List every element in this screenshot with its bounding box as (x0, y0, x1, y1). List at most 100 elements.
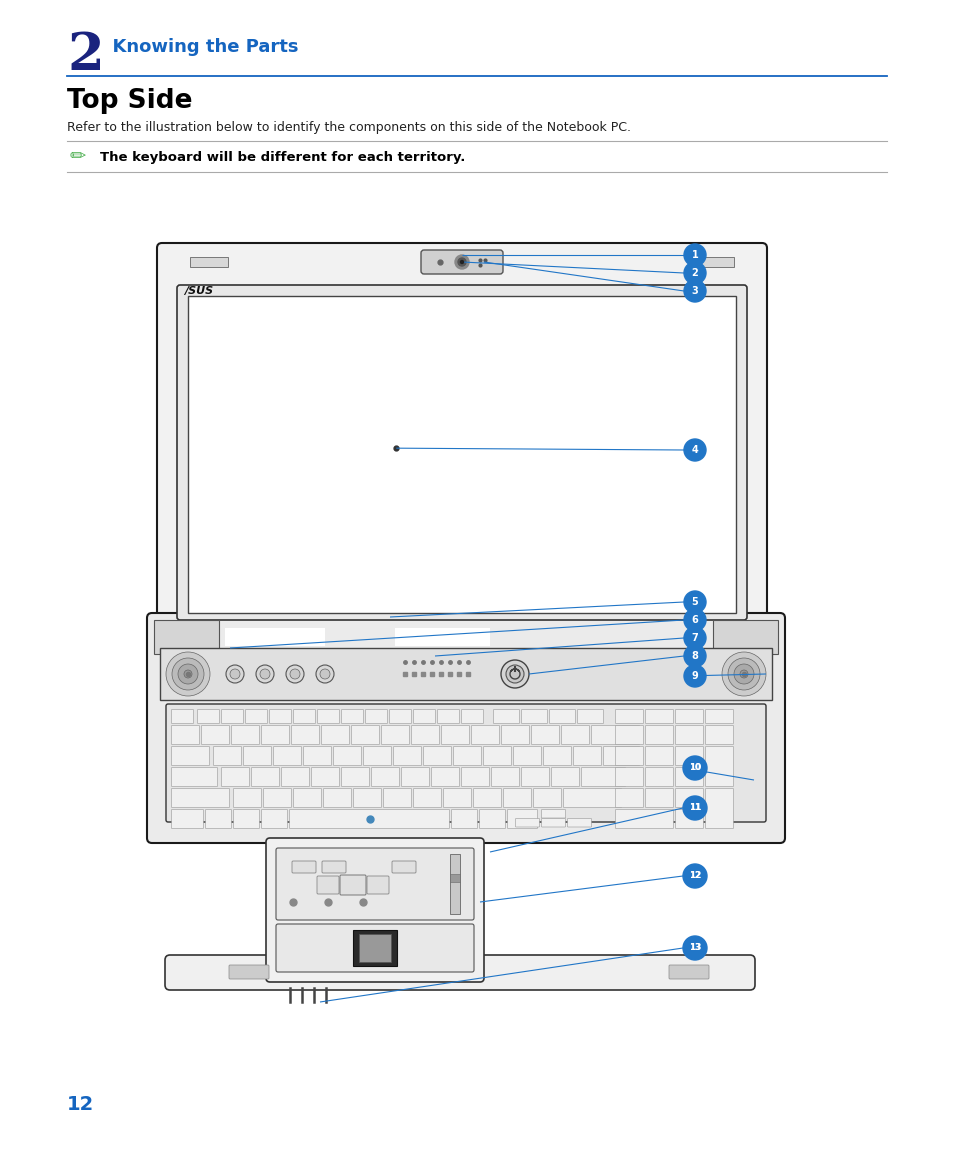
Circle shape (319, 669, 330, 679)
FancyBboxPatch shape (294, 709, 315, 723)
Circle shape (682, 796, 706, 820)
FancyBboxPatch shape (645, 746, 673, 766)
FancyBboxPatch shape (232, 725, 259, 745)
Bar (395, 628, 490, 646)
Text: 2: 2 (67, 30, 104, 81)
FancyBboxPatch shape (420, 249, 502, 274)
FancyBboxPatch shape (303, 746, 331, 766)
FancyBboxPatch shape (541, 819, 565, 827)
Circle shape (683, 644, 705, 666)
FancyBboxPatch shape (233, 810, 259, 828)
Circle shape (286, 665, 304, 683)
FancyBboxPatch shape (411, 725, 439, 745)
Circle shape (682, 757, 706, 780)
FancyBboxPatch shape (389, 709, 411, 723)
Circle shape (260, 669, 270, 679)
FancyBboxPatch shape (166, 705, 765, 822)
FancyBboxPatch shape (491, 768, 519, 787)
FancyBboxPatch shape (153, 620, 219, 654)
FancyBboxPatch shape (205, 810, 232, 828)
FancyBboxPatch shape (147, 613, 784, 843)
FancyBboxPatch shape (645, 709, 673, 723)
FancyBboxPatch shape (334, 746, 361, 766)
FancyBboxPatch shape (675, 810, 702, 828)
FancyBboxPatch shape (712, 620, 778, 654)
Bar (358, 934, 391, 962)
FancyBboxPatch shape (615, 725, 643, 745)
Text: 12: 12 (688, 872, 700, 880)
FancyBboxPatch shape (274, 746, 301, 766)
Circle shape (230, 669, 240, 679)
FancyBboxPatch shape (443, 789, 471, 807)
FancyBboxPatch shape (172, 789, 230, 807)
FancyBboxPatch shape (705, 725, 733, 745)
Circle shape (178, 664, 198, 684)
Text: 1: 1 (691, 249, 698, 260)
FancyBboxPatch shape (507, 810, 537, 828)
FancyBboxPatch shape (177, 285, 746, 620)
FancyBboxPatch shape (615, 709, 643, 723)
FancyBboxPatch shape (503, 789, 531, 807)
FancyBboxPatch shape (563, 789, 620, 807)
Bar (160, 648, 771, 700)
FancyBboxPatch shape (341, 768, 369, 787)
Text: 12: 12 (688, 872, 700, 880)
FancyBboxPatch shape (172, 746, 210, 766)
FancyBboxPatch shape (371, 768, 399, 787)
FancyBboxPatch shape (261, 810, 287, 828)
Circle shape (166, 653, 210, 696)
Circle shape (683, 439, 705, 461)
FancyBboxPatch shape (471, 725, 499, 745)
Circle shape (727, 658, 760, 690)
FancyBboxPatch shape (461, 709, 483, 723)
FancyBboxPatch shape (157, 243, 766, 629)
FancyBboxPatch shape (289, 810, 449, 828)
FancyBboxPatch shape (165, 955, 754, 990)
Circle shape (460, 261, 463, 263)
Bar (450, 874, 459, 882)
FancyBboxPatch shape (269, 709, 292, 723)
FancyBboxPatch shape (615, 810, 673, 828)
FancyBboxPatch shape (521, 768, 549, 787)
Circle shape (683, 609, 705, 631)
FancyBboxPatch shape (451, 810, 477, 828)
Circle shape (683, 262, 705, 284)
FancyBboxPatch shape (541, 810, 565, 818)
FancyBboxPatch shape (172, 709, 193, 723)
FancyBboxPatch shape (233, 789, 261, 807)
FancyBboxPatch shape (261, 725, 289, 745)
FancyBboxPatch shape (493, 709, 519, 723)
Circle shape (226, 665, 244, 683)
Text: 2: 2 (691, 268, 698, 278)
FancyBboxPatch shape (351, 725, 379, 745)
Circle shape (682, 936, 706, 960)
FancyBboxPatch shape (521, 709, 547, 723)
Text: ✏: ✏ (70, 148, 87, 166)
FancyBboxPatch shape (483, 746, 511, 766)
FancyBboxPatch shape (705, 709, 733, 723)
Text: The keyboard will be different for each territory.: The keyboard will be different for each … (100, 150, 465, 164)
FancyBboxPatch shape (591, 725, 639, 745)
FancyBboxPatch shape (453, 746, 481, 766)
Bar (225, 628, 325, 646)
FancyBboxPatch shape (577, 709, 603, 723)
Text: 8: 8 (691, 651, 698, 661)
FancyBboxPatch shape (615, 789, 643, 807)
FancyBboxPatch shape (363, 746, 391, 766)
Text: 3: 3 (691, 286, 698, 296)
FancyBboxPatch shape (339, 875, 366, 895)
Circle shape (682, 864, 706, 888)
Circle shape (683, 244, 705, 266)
FancyBboxPatch shape (675, 725, 702, 745)
FancyBboxPatch shape (533, 789, 561, 807)
FancyBboxPatch shape (461, 768, 489, 787)
Text: 11: 11 (688, 804, 700, 812)
FancyBboxPatch shape (392, 860, 416, 873)
FancyBboxPatch shape (292, 725, 319, 745)
FancyBboxPatch shape (615, 746, 643, 766)
Text: 10: 10 (688, 763, 700, 773)
FancyBboxPatch shape (573, 746, 601, 766)
Bar (353, 930, 396, 966)
Circle shape (172, 658, 204, 690)
Bar (696, 258, 733, 267)
